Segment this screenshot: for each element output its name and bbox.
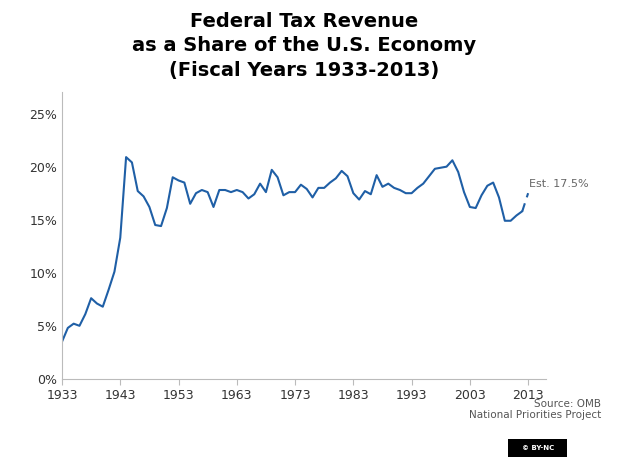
Title: Federal Tax Revenue
as a Share of the U.S. Economy
(Fiscal Years 1933-2013): Federal Tax Revenue as a Share of the U.… [131,12,476,80]
Text: Est. 17.5%: Est. 17.5% [529,179,589,189]
Text: © BY-NC: © BY-NC [521,445,554,451]
Text: Source: OMB
National Priorities Project: Source: OMB National Priorities Project [469,399,601,420]
